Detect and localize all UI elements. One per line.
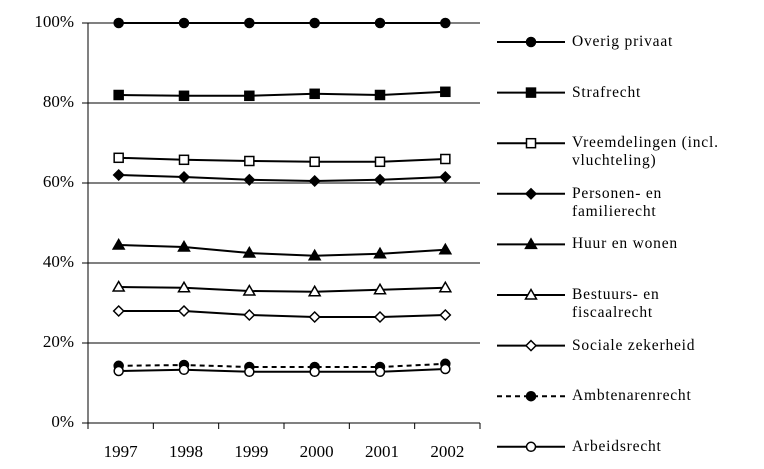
legend-label: Strafrecht: [572, 83, 642, 101]
marker: [525, 36, 537, 48]
marker: [111, 238, 126, 250]
marker: [525, 390, 537, 402]
x-tick-label: 1999: [234, 442, 268, 461]
legend-label: Arbeidsrecht: [572, 437, 662, 455]
marker: [113, 365, 124, 377]
marker: [244, 90, 255, 102]
marker: [525, 137, 537, 149]
series-line: [118, 286, 446, 293]
series-line: [118, 244, 446, 257]
x-tick-label: 2000: [300, 442, 334, 461]
marker: [374, 89, 386, 101]
series-line: [118, 310, 446, 318]
legend-label: Huur en wonen: [572, 235, 678, 253]
marker: [244, 366, 255, 378]
marker: [438, 242, 453, 255]
legend-label: Personen- en familierecht: [572, 184, 663, 220]
y-tick-label: 80%: [43, 92, 74, 111]
y-tick-label: 100%: [34, 12, 74, 31]
marker: [243, 308, 256, 322]
marker: [309, 156, 320, 168]
x-tick-label: 1998: [169, 442, 203, 461]
marker: [440, 153, 451, 165]
marker: [309, 88, 320, 100]
legend-label: Bestuurs- en fiscaalrecht: [572, 286, 660, 321]
marker: [178, 17, 190, 29]
marker: [307, 284, 322, 297]
marker: [242, 246, 257, 258]
marker: [309, 366, 320, 378]
marker: [373, 246, 387, 259]
legend-label: Overig privaat: [572, 33, 674, 50]
marker: [113, 89, 124, 101]
y-tick-label: 40%: [43, 252, 74, 271]
marker: [177, 304, 191, 318]
marker: [440, 86, 451, 98]
series-line: [118, 362, 446, 368]
marker: [373, 310, 387, 324]
marker: [374, 366, 386, 378]
marker: [439, 170, 452, 184]
marker: [308, 174, 321, 188]
marker: [307, 248, 322, 261]
marker: [525, 441, 537, 453]
marker: [439, 308, 452, 322]
marker: [178, 364, 190, 376]
marker: [112, 168, 125, 182]
marker: [309, 17, 320, 29]
marker: [112, 304, 125, 318]
marker: [373, 282, 387, 295]
marker: [244, 17, 255, 29]
marker: [524, 288, 538, 300]
marker: [177, 240, 191, 252]
y-tick-label: 20%: [43, 332, 74, 351]
marker: [524, 187, 538, 200]
y-tick-label: 60%: [43, 172, 74, 191]
x-tick-label: 2002: [430, 442, 464, 461]
marker: [113, 17, 124, 29]
marker: [177, 170, 191, 184]
marker: [244, 155, 255, 167]
marker: [438, 280, 453, 293]
marker: [243, 173, 256, 186]
marker: [308, 310, 321, 324]
marker: [524, 339, 538, 352]
marker: [178, 154, 190, 166]
marker: [113, 152, 124, 164]
legend-label: Sociale zekerheid: [572, 336, 696, 354]
legend-label: Vreemdelingen (incl. vluchteling): [572, 134, 719, 170]
marker: [374, 156, 386, 168]
marker: [525, 87, 537, 98]
marker: [524, 237, 538, 250]
series-line: [118, 368, 446, 373]
x-tick-label: 2001: [365, 442, 399, 461]
series-line: [118, 174, 446, 183]
marker: [111, 280, 126, 292]
marker: [177, 280, 191, 293]
marker: [373, 173, 387, 186]
series-line: [118, 156, 446, 163]
marker: [440, 17, 451, 29]
marker: [178, 90, 190, 102]
marker: [440, 363, 451, 375]
marker: [374, 17, 386, 29]
series-line: [118, 90, 446, 97]
marker: [242, 284, 257, 296]
x-tick-label: 1997: [104, 442, 139, 461]
y-tick-label: 0%: [51, 412, 74, 431]
legend-label: Ambtenarenrecht: [572, 387, 692, 405]
